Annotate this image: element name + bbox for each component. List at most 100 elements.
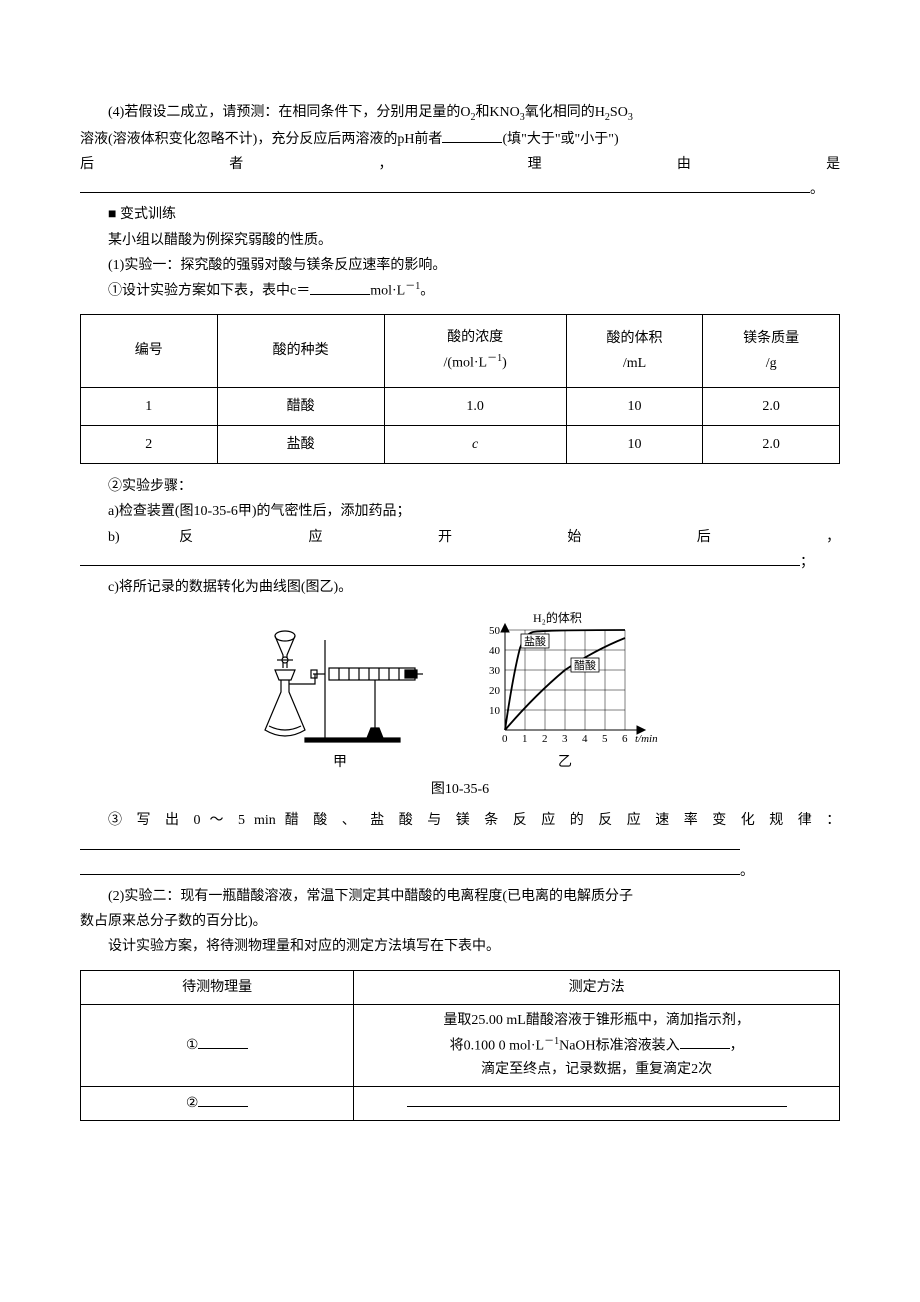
ytick: 40 (489, 645, 501, 657)
t: 率 (684, 813, 704, 828)
th: 测定方法 (354, 970, 840, 1004)
t: 理 (528, 157, 608, 172)
exp2-a: (2)实验二：现有一瓶醋酸溶液，常温下测定其中醋酸的电离程度(已电离的电解质分子 (80, 884, 840, 909)
t: 、 (342, 813, 362, 828)
t: 者 (229, 157, 309, 172)
blank (407, 1092, 787, 1107)
td: c (384, 425, 566, 463)
xtick: 3 (562, 733, 568, 745)
t: 醋 (285, 813, 305, 828)
t: ～ (210, 813, 230, 828)
t: 酸 (399, 813, 419, 828)
table-row: ① 量取25.00 mL醋酸溶液于锥形瓶中，滴加指示剂， 将0.100 0 mo… (81, 1004, 840, 1086)
exp2-c: 设计实验方案，将待测物理量和对应的测定方法填写在下表中。 (80, 934, 840, 959)
td: 10 (566, 387, 703, 425)
exp1-2c: c)将所记录的数据转化为曲线图(图乙)。 (80, 575, 840, 600)
t: min (254, 813, 276, 828)
exp1-2b-blank: ； (80, 550, 840, 575)
table-row: 待测物理量 测定方法 (81, 970, 840, 1004)
so3-sub: 3 (628, 112, 633, 123)
t: 酸 (313, 813, 333, 828)
exp1-3-blank1 (80, 834, 840, 859)
t: ③ (108, 813, 128, 828)
exp1-title: (1)实验一：探究酸的强弱对酸与镁条反应速率的影响。 (80, 253, 840, 278)
t: 后 (80, 157, 160, 172)
blank (198, 1034, 248, 1049)
td: 1 (81, 387, 218, 425)
ytick: 10 (489, 705, 501, 717)
exp1-2b-tail: ； (800, 555, 814, 570)
td: ② (81, 1086, 354, 1120)
exp1-1: ①设计实验方案如下表，表中c＝mol·L－1。 (80, 278, 840, 304)
blank (310, 280, 370, 295)
blank (80, 835, 740, 850)
xtick: 1 (522, 733, 528, 745)
t: 写 (137, 813, 157, 828)
t: ： (826, 813, 840, 828)
t: 的 (570, 813, 590, 828)
variant-intro: 某小组以醋酸为例探究弱酸的性质。 (80, 228, 840, 253)
exp1-1-tail: 。 (420, 284, 434, 299)
blank (680, 1034, 730, 1049)
t: 开 (438, 530, 508, 545)
q4-line2: 溶液(溶液体积变化忽略不计)，充分反应后两溶液的pH前者(填"大于"或"小于") (80, 127, 840, 152)
t: 将0.100 0 mol·L (450, 1038, 545, 1053)
td: 盐酸 (217, 425, 384, 463)
t: 应 (541, 813, 561, 828)
td: 2.0 (703, 425, 840, 463)
th: 待测物理量 (81, 970, 354, 1004)
th: 编号 (81, 314, 218, 387)
t: 由 (677, 157, 757, 172)
exp1-2b: b) 反 应 开 始 后 ， (80, 525, 840, 550)
table-row: ② (81, 1086, 840, 1120)
td: 2.0 (703, 387, 840, 425)
blank (442, 128, 502, 143)
xtick: 4 (582, 733, 588, 745)
blank (80, 860, 740, 875)
ytick: 30 (489, 665, 501, 677)
td: 1.0 (384, 387, 566, 425)
sup: －1 (544, 1036, 559, 1047)
t: b) (108, 530, 120, 545)
q4-blank-line: 。 (80, 177, 840, 202)
t: NaOH标准溶液装入 (559, 1038, 680, 1053)
exp1-3-tail: 。 (740, 864, 754, 879)
th: 酸的浓度/(mol·L－1) (384, 314, 566, 387)
cell-text: ② (186, 1096, 199, 1111)
t: 变 (712, 813, 732, 828)
chart-svg: H₂的体积 (465, 610, 665, 750)
series-label: 醋酸 (574, 658, 596, 672)
t: 反 (179, 530, 249, 545)
t: 规 (769, 813, 789, 828)
t: 与 (427, 813, 447, 828)
t: 反 (513, 813, 533, 828)
exp2-b: 数占原来总分子数的百分比)。 (80, 909, 840, 934)
exp1-3: ③ 写 出 0 ～ 5 min 醋 酸 、 盐 酸 与 镁 条 反 应 的 反 … (80, 808, 840, 833)
t: 律 (798, 813, 818, 828)
t: 0 (194, 813, 201, 828)
th: 酸的种类 (217, 314, 384, 387)
cell-line: 将0.100 0 mol·L－1NaOH标准溶液装入 ， (358, 1033, 835, 1058)
figure-10-35-6: 甲 H₂的体积 (80, 610, 840, 802)
exp1-2: ②实验步骤： (80, 474, 840, 499)
xtick: 5 (602, 733, 608, 745)
ytick: 50 (489, 625, 501, 637)
cell-line: 量取25.00 mL醋酸溶液于锥形瓶中，滴加指示剂， (358, 1009, 835, 1033)
variant-title: ■ 变式训练 (80, 202, 840, 227)
exp1-1a: ①设计实验方案如下表，表中c＝ (108, 284, 310, 299)
series-label: 盐酸 (524, 634, 546, 648)
t: ， (730, 1038, 744, 1053)
t: 化 (741, 813, 761, 828)
t: 镁 (456, 813, 476, 828)
x-axis-label: t/min (635, 733, 658, 745)
th: 酸的体积/mL (566, 314, 703, 387)
figure-wrap: 甲 H₂的体积 (255, 610, 665, 775)
t: 条 (484, 813, 504, 828)
cell-text: ① (186, 1038, 199, 1053)
table-row: 2 盐酸 c 10 2.0 (81, 425, 840, 463)
table-2: 待测物理量 测定方法 ① 量取25.00 mL醋酸溶液于锥形瓶中，滴加指示剂， … (80, 970, 840, 1121)
t: 始 (567, 530, 637, 545)
t: ， (826, 530, 840, 545)
q4-text-b: 和KNO (475, 105, 519, 120)
fig-label-right: 乙 (558, 750, 572, 775)
